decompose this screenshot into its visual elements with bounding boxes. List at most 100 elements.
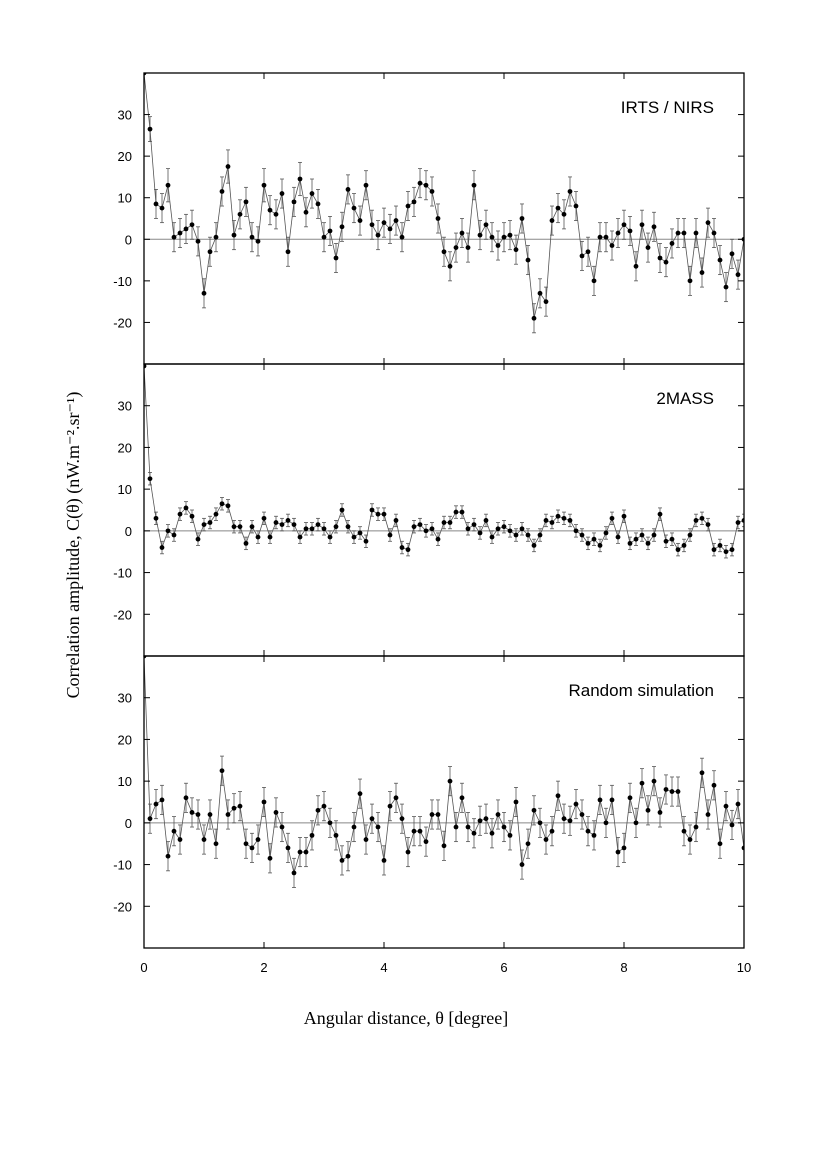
data-point bbox=[387, 532, 393, 538]
data-point bbox=[207, 812, 213, 817]
data-point bbox=[525, 257, 531, 263]
data-point bbox=[591, 536, 597, 542]
data-point bbox=[579, 253, 585, 259]
data-point bbox=[183, 226, 189, 232]
data-point bbox=[627, 795, 633, 801]
data-point bbox=[585, 540, 591, 546]
data-point bbox=[699, 270, 705, 275]
y-tick-label: 0 bbox=[125, 524, 132, 539]
data-point bbox=[483, 222, 489, 228]
data-point bbox=[147, 126, 153, 132]
data-point bbox=[153, 201, 159, 207]
data-point bbox=[459, 230, 465, 236]
data-point bbox=[735, 801, 741, 807]
data-point bbox=[513, 247, 519, 253]
data-point bbox=[723, 284, 729, 290]
data-point bbox=[405, 203, 411, 209]
data-point bbox=[477, 530, 483, 536]
data-point bbox=[237, 211, 243, 217]
y-tick-label: -10 bbox=[113, 566, 132, 581]
data-point bbox=[399, 234, 405, 240]
data-point bbox=[177, 837, 183, 842]
data-point bbox=[519, 862, 525, 867]
data-point bbox=[393, 518, 399, 523]
data-point bbox=[465, 526, 471, 532]
y-tick-label: 20 bbox=[118, 440, 132, 455]
data-point bbox=[339, 224, 345, 230]
data-point bbox=[525, 841, 531, 847]
data-point bbox=[237, 803, 243, 809]
data-point bbox=[453, 509, 459, 515]
plot-area bbox=[144, 364, 744, 559]
data-point bbox=[171, 828, 177, 834]
data-point bbox=[597, 797, 603, 803]
y-tick-label: 10 bbox=[118, 482, 132, 497]
data-point bbox=[459, 795, 465, 801]
data-point bbox=[525, 532, 531, 538]
data-point bbox=[489, 830, 495, 836]
data-point bbox=[651, 778, 657, 784]
data-point bbox=[435, 812, 441, 817]
data-point bbox=[249, 524, 255, 530]
data-point bbox=[471, 182, 477, 188]
data-point bbox=[549, 218, 555, 223]
data-point bbox=[381, 220, 387, 226]
data-point bbox=[507, 232, 513, 238]
data-point bbox=[405, 547, 411, 553]
data-point bbox=[201, 522, 207, 527]
data-point bbox=[663, 259, 669, 265]
x-tick-label: 2 bbox=[260, 960, 267, 975]
y-tick-label: 20 bbox=[118, 149, 132, 164]
data-point bbox=[417, 522, 423, 527]
data-point bbox=[297, 176, 303, 182]
data-point bbox=[567, 518, 573, 523]
data-point bbox=[477, 818, 483, 824]
data-point bbox=[189, 810, 195, 815]
data-point bbox=[531, 315, 537, 321]
y-tick-label: 10 bbox=[118, 191, 132, 206]
data-point bbox=[621, 513, 627, 519]
data-point bbox=[441, 249, 447, 255]
data-point bbox=[423, 839, 429, 845]
data-point bbox=[441, 520, 447, 525]
data-point bbox=[603, 234, 609, 240]
data-point bbox=[333, 255, 339, 261]
data-point bbox=[735, 272, 741, 278]
data-point bbox=[483, 518, 489, 523]
data-point bbox=[375, 824, 381, 830]
data-point bbox=[309, 832, 315, 838]
data-point bbox=[159, 205, 165, 211]
data-point bbox=[357, 530, 363, 536]
data-point bbox=[705, 522, 711, 527]
data-point bbox=[591, 278, 597, 284]
y-tick-label: 0 bbox=[125, 816, 132, 831]
data-point bbox=[447, 520, 453, 525]
plot-frame bbox=[143, 655, 745, 949]
data-point bbox=[291, 522, 297, 527]
data-point bbox=[213, 511, 219, 517]
y-tick-label: -10 bbox=[113, 858, 132, 873]
error-bar bbox=[742, 513, 744, 528]
data-point bbox=[453, 245, 459, 251]
data-point bbox=[303, 526, 309, 532]
data-point bbox=[357, 218, 363, 223]
x-tick-label: 6 bbox=[500, 960, 507, 975]
data-point bbox=[429, 812, 435, 817]
data-point bbox=[303, 209, 309, 215]
y-tick-label: 30 bbox=[118, 399, 132, 414]
data-point bbox=[693, 230, 699, 236]
data-point bbox=[363, 538, 369, 544]
data-point bbox=[177, 230, 183, 236]
data-point bbox=[249, 234, 255, 240]
data-point bbox=[585, 828, 591, 834]
data-point bbox=[699, 515, 705, 521]
data-point bbox=[345, 187, 351, 192]
data-point bbox=[357, 791, 363, 797]
data-point bbox=[495, 812, 501, 817]
data-point bbox=[297, 849, 303, 855]
data-point bbox=[153, 515, 159, 521]
y-tick-label: 30 bbox=[118, 691, 132, 706]
x-tick-label: 8 bbox=[620, 960, 627, 975]
data-point bbox=[615, 534, 621, 540]
data-point bbox=[501, 824, 507, 830]
